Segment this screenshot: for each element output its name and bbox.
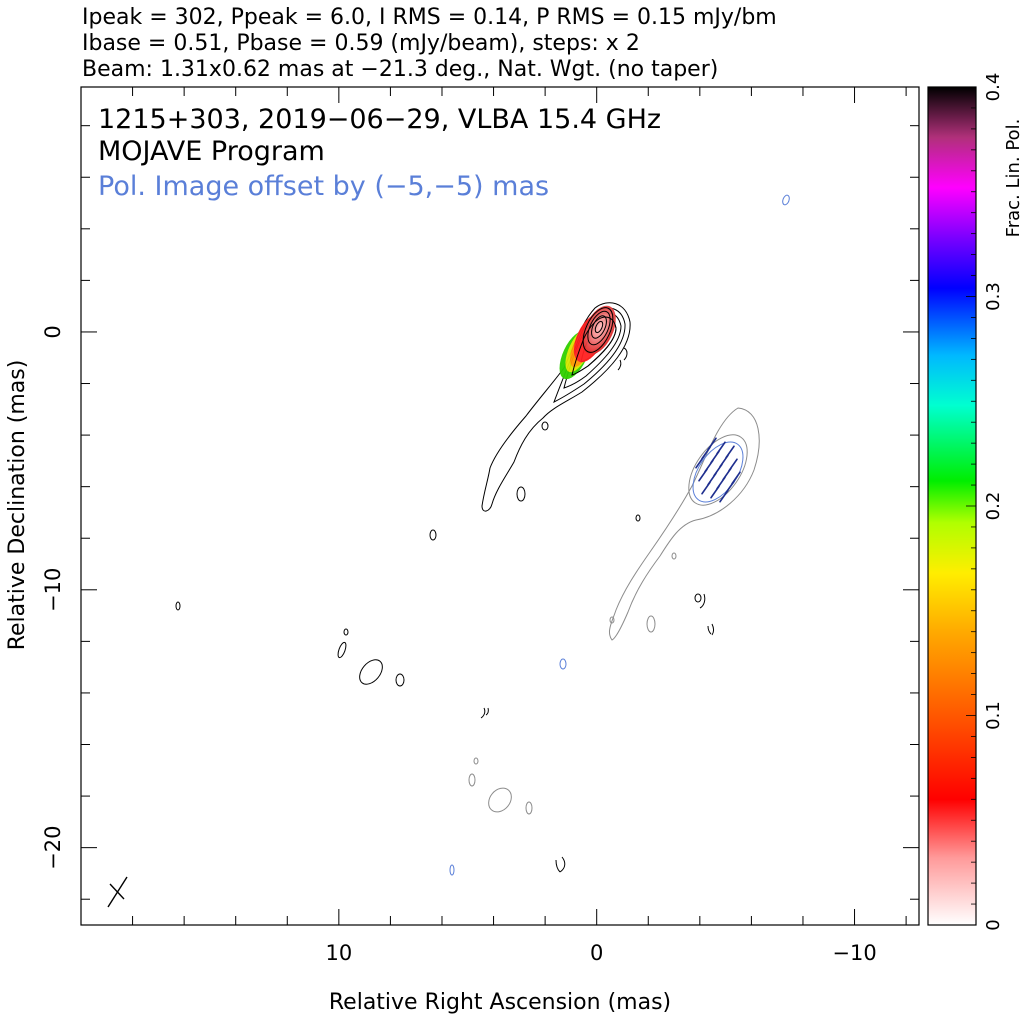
evpa-stick [695, 455, 705, 469]
pol-blue-contours [449, 194, 790, 876]
panel-title-source: 1215+303, 2019−06−29, VLBA 15.4 GHz [98, 104, 661, 135]
header-line-3: Beam: 1.31x0.62 mas at −21.3 deg., Nat. … [82, 57, 718, 82]
colorbar-ticks [966, 86, 976, 926]
pol-contours [468, 407, 760, 815]
y-tick-label: −10 [41, 568, 65, 612]
colorbar: 0 0.1 0.2 0.3 0.4 Frac. Lin. Pol. [927, 73, 1024, 931]
colorbar-tick-label: 0.4 [983, 73, 1004, 102]
evpa-sticks [695, 437, 741, 503]
colorbar-tick-label: 0 [983, 919, 1004, 930]
panel-title-offset: Pol. Image offset by (−5,−5) mas [98, 171, 549, 202]
colorbar-tick-label: 0.1 [983, 701, 1004, 730]
colorbar-tick-label: 0.3 [983, 282, 1004, 311]
beam-marker [107, 876, 128, 908]
header-line-2: Ibase = 0.51, Pbase = 0.59 (mJy/beam), s… [82, 31, 640, 56]
evpa-stick [710, 485, 720, 499]
colorbar-tick-labels: 0 0.1 0.2 0.3 0.4 [983, 73, 1004, 931]
pol-contour-2 [688, 434, 748, 506]
panel-title-program: MOJAVE Program [98, 136, 325, 167]
header-line-1: Ipeak = 302, Ppeak = 6.0, I RMS = 0.14, … [82, 5, 777, 30]
plot-frame [80, 86, 920, 926]
y-tick-labels: 0 −10 −20 [41, 325, 65, 870]
x-tick-label: 0 [590, 941, 603, 965]
evpa-stick [719, 489, 729, 503]
colorbar-label: Frac. Lin. Pol. [1003, 119, 1024, 238]
stokes-i-contour-outer [481, 302, 631, 512]
axis-ticks [80, 87, 919, 925]
y-axis-label: Relative Declination (mas) [5, 360, 30, 651]
y-tick-label: 0 [41, 325, 65, 338]
x-tick-label: −10 [832, 941, 876, 965]
x-tick-labels: 10 0 −10 [325, 941, 876, 965]
image-area [107, 194, 790, 908]
x-axis-label: Relative Right Ascension (mas) [329, 990, 671, 1015]
y-tick-label: −20 [41, 825, 65, 869]
x-tick-label: 10 [325, 941, 352, 965]
evpa-stick [698, 468, 708, 482]
colorbar-tick-label: 0.2 [983, 492, 1004, 521]
evpa-stick [701, 481, 711, 495]
stokes-i-islands [175, 347, 714, 873]
pol-contour-outer [609, 407, 760, 641]
